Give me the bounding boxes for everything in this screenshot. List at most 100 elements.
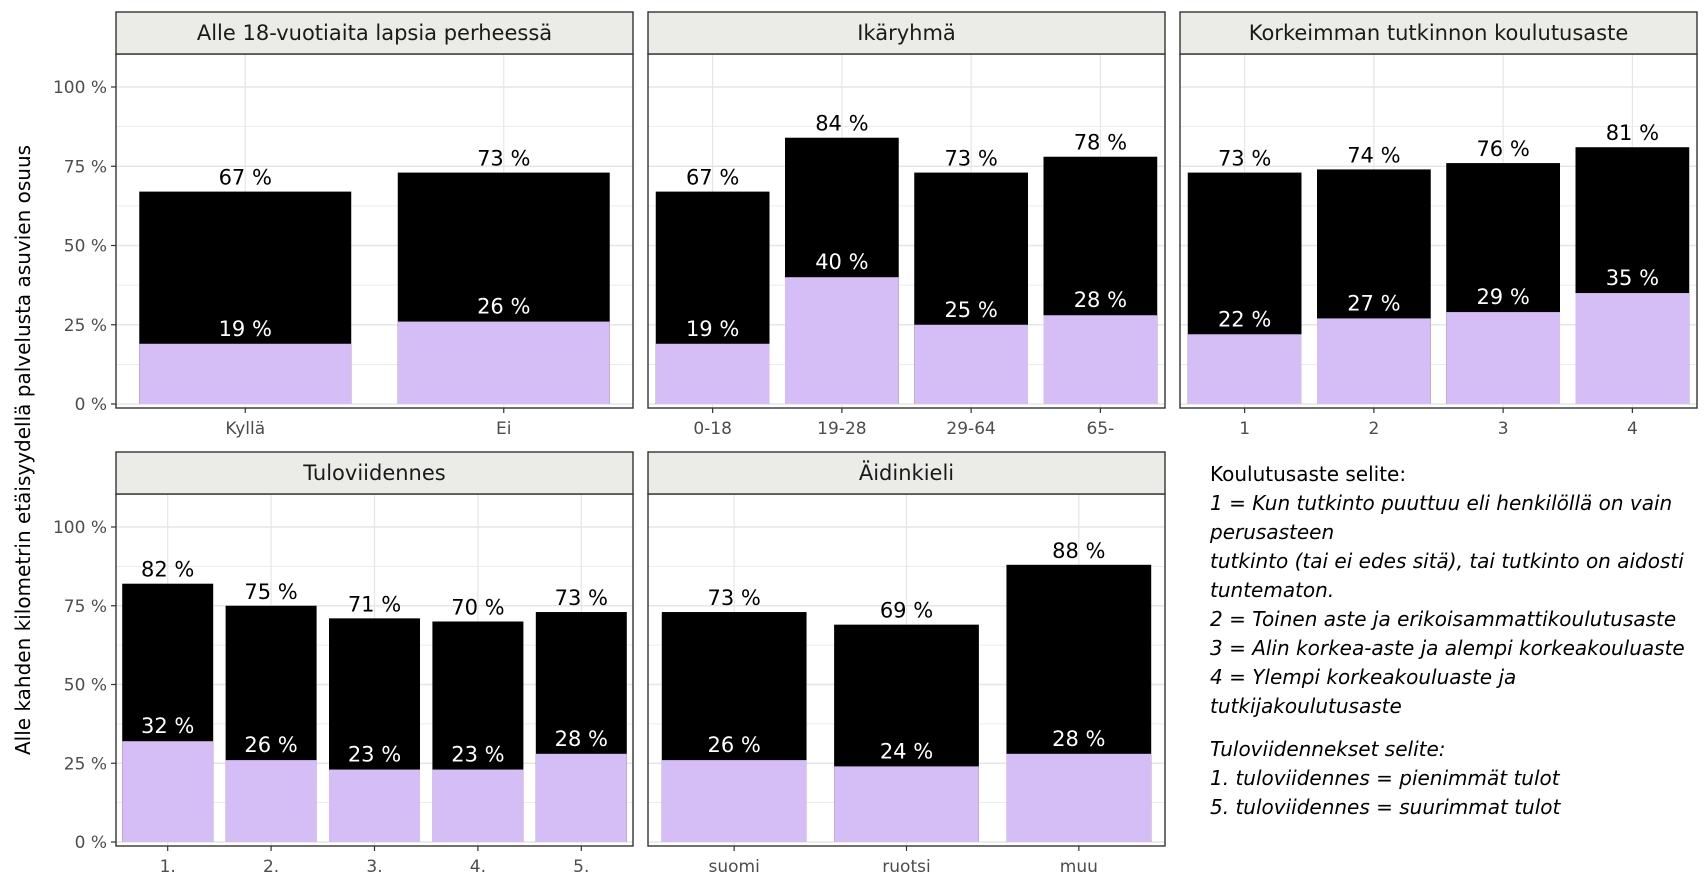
bar-total-label: 78 % (1074, 131, 1127, 155)
y-tick-label: 75 % (64, 157, 107, 177)
x-tick-label: muu (1060, 857, 1098, 876)
education-legend-line: tuntematon. (1210, 578, 1335, 602)
bar-total-label: 73 % (555, 586, 608, 610)
bar-lower (432, 769, 524, 842)
bar-lower-label: 26 % (244, 733, 297, 757)
x-tick-label: 4 (1627, 419, 1638, 439)
education-legend-line: 2 = Toinen aste ja erikoisammattikoulutu… (1210, 607, 1677, 631)
bar-total-label: 67 % (686, 166, 739, 190)
bar-lower (225, 760, 317, 842)
y-tick-label: 25 % (64, 316, 107, 336)
bar-lower-label: 29 % (1476, 285, 1529, 309)
bar-lower-label: 27 % (1347, 291, 1400, 315)
x-tick-label: 4. (470, 857, 486, 876)
bar-lower-label: 28 % (1052, 727, 1105, 751)
y-tick-label: 100 % (53, 78, 107, 98)
x-tick-label: 1. (160, 857, 176, 876)
y-tick-label: 75 % (64, 597, 107, 617)
x-tick-label: 1 (1239, 419, 1250, 439)
facet-strip (647, 11, 1166, 55)
bar-lower-label: 23 % (348, 743, 401, 767)
bar-lower (1187, 334, 1302, 404)
bar-lower-label: 28 % (1074, 288, 1127, 312)
bar-total-label: 73 % (707, 586, 760, 610)
legend-box: Koulutusaste selite: 1 = Kun tutkinto pu… (1210, 460, 1700, 822)
x-tick-label: 2. (263, 857, 279, 876)
y-tick-label: 0 % (75, 395, 107, 415)
x-tick-label: 29-64 (946, 419, 995, 439)
bar-total-label: 84 % (815, 112, 868, 136)
y-axis-title: Alle kahden kilometrin etäisyydellä palv… (11, 145, 35, 755)
bar-total-label: 71 % (348, 592, 401, 616)
bar-lower (914, 324, 1028, 404)
education-legend-line: tutkijakoulutusaste (1210, 694, 1402, 718)
bar-total-label: 73 % (944, 147, 997, 171)
bar-lower-label: 32 % (141, 714, 194, 738)
bar-total-label: 73 % (477, 147, 530, 171)
bar-lower (1575, 293, 1690, 404)
education-legend-line: 4 = Ylempi korkeakouluaste ja (1210, 665, 1517, 689)
education-legend-title: Koulutusaste selite: (1210, 462, 1407, 486)
bar-total-label: 88 % (1052, 539, 1105, 563)
bar-total-label: 75 % (244, 580, 297, 604)
facet-title: Ikäryhmä (857, 21, 956, 45)
bar-lower (397, 321, 610, 404)
x-tick-label: ruotsi (882, 857, 930, 876)
education-legend-line: perusasteen (1210, 520, 1335, 544)
x-tick-label: Ei (496, 419, 511, 439)
bar-lower-label: 28 % (555, 727, 608, 751)
bar-lower (1043, 315, 1158, 404)
income-legend-line: 1. tuloviidennes = pienimmät tulot (1210, 766, 1560, 790)
bar-lower-label: 23 % (451, 743, 504, 767)
facet-title: Alle 18-vuotiaita lapsia perheessä (197, 21, 552, 45)
income-legend-line: 5. tuloviidennes = suurimmat tulot (1210, 795, 1561, 819)
x-tick-label: 65- (1086, 419, 1114, 439)
x-tick-label: suomi (709, 857, 760, 876)
y-tick-label: 100 % (53, 518, 107, 538)
y-tick-label: 25 % (64, 754, 107, 774)
bar-total-label: 81 % (1606, 121, 1659, 145)
facet-title: Tuloviidennes (302, 461, 445, 485)
bar-lower-label: 25 % (944, 298, 997, 322)
x-tick-label: 5. (573, 857, 589, 876)
bar-lower-label: 19 % (686, 317, 739, 341)
bar-lower (535, 753, 627, 842)
bar-lower (834, 766, 979, 842)
y-tick-label: 50 % (64, 237, 107, 257)
bar-total-label: 74 % (1347, 143, 1400, 167)
bar-lower (655, 343, 770, 404)
bar-total-label: 82 % (141, 558, 194, 582)
income-legend-title: Tuloviidennekset selite: (1210, 737, 1446, 761)
x-tick-label: 3 (1498, 419, 1509, 439)
bar-lower-label: 35 % (1606, 266, 1659, 290)
y-tick-label: 50 % (64, 676, 107, 696)
bar-lower (785, 277, 899, 404)
bar-lower (139, 343, 352, 404)
facet-title: Korkeimman tutkinnon koulutusaste (1249, 21, 1629, 45)
x-tick-label: 19-28 (817, 419, 866, 439)
bar-total-label: 73 % (1218, 147, 1271, 171)
bar-lower-label: 40 % (815, 250, 868, 274)
facet-strip (115, 11, 634, 55)
y-tick-label: 0 % (75, 833, 107, 853)
bar-lower (1446, 312, 1560, 404)
facet-strip (115, 451, 634, 495)
education-legend-line: 1 = Kun tutkinto puuttuu eli henkilöllä … (1210, 491, 1673, 515)
bar-lower-label: 19 % (219, 317, 272, 341)
bar-total-label: 67 % (219, 166, 272, 190)
x-tick-label: 2 (1368, 419, 1379, 439)
bar-total-label: 76 % (1476, 137, 1529, 161)
bar-total-label: 70 % (451, 596, 504, 620)
bar-total-label: 69 % (880, 599, 933, 623)
facet-strip (1179, 11, 1698, 55)
education-legend-line: 3 = Alin korkea-aste ja alempi korkeakou… (1210, 636, 1685, 660)
bar-lower-label: 26 % (477, 295, 530, 319)
bar-lower-label: 26 % (707, 733, 760, 757)
facet-strip (647, 451, 1166, 495)
x-tick-label: 0-18 (693, 419, 732, 439)
x-tick-label: 3. (366, 857, 382, 876)
bar-lower-label: 22 % (1218, 307, 1271, 331)
bar-lower (1317, 318, 1431, 404)
bar-lower (122, 741, 214, 842)
